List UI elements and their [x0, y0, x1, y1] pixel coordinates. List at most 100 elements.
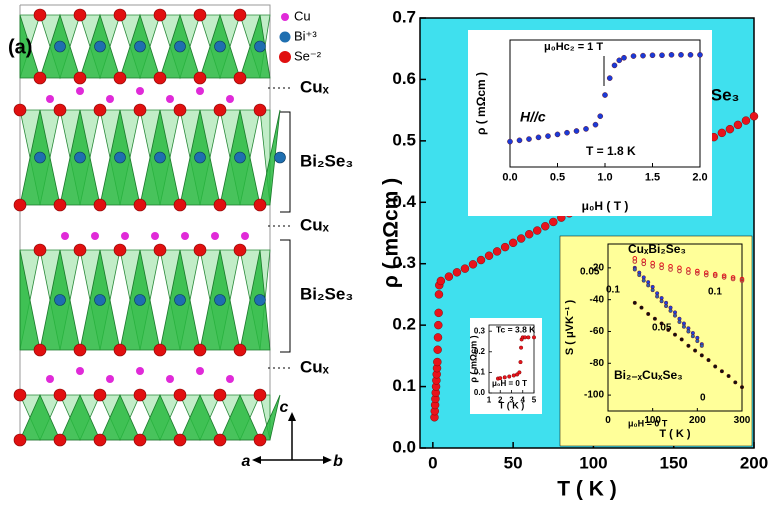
data-point: [507, 375, 511, 379]
se-atom: [174, 104, 186, 116]
x-tick-label: 0: [428, 454, 437, 473]
data-point: [750, 112, 758, 120]
data-point: [700, 354, 704, 358]
data-point: [434, 321, 442, 329]
data-point: [707, 358, 711, 362]
se-atom: [34, 344, 46, 356]
se-atom: [54, 199, 66, 211]
x-axis-label: T ( K ): [659, 428, 690, 440]
data-point: [435, 290, 443, 298]
se-atom: [174, 199, 186, 211]
se-atom: [214, 104, 226, 116]
se-atom: [94, 434, 106, 446]
data-point: [541, 222, 549, 230]
bi-atom: [155, 152, 166, 163]
bi-atom: [195, 152, 206, 163]
bi-atom: [215, 41, 226, 52]
se-atom: [214, 434, 226, 446]
y-tick-label: -40: [590, 294, 605, 305]
data-point: [435, 309, 443, 317]
data-point: [433, 358, 441, 366]
cu-atom: [76, 87, 84, 95]
series-label: 0.1: [708, 287, 722, 298]
cu-atom: [61, 232, 69, 240]
x-tick-label: 200: [689, 415, 706, 426]
data-point: [688, 52, 693, 57]
data-point: [734, 381, 738, 385]
data-point: [642, 279, 646, 283]
data-point: [631, 53, 636, 58]
x-tick-label: 2.0: [692, 171, 707, 183]
se-atom: [114, 244, 126, 256]
data-point: [680, 338, 684, 342]
se-atom: [94, 389, 106, 401]
data-point: [509, 239, 517, 247]
y-tick-label: 0.0: [474, 388, 486, 397]
cu-atom: [46, 375, 54, 383]
data-point: [653, 317, 657, 321]
x-tick-label: 1.0: [597, 171, 612, 183]
data-point: [607, 76, 612, 81]
se-atom: [134, 434, 146, 446]
se-atom: [54, 389, 66, 401]
y-tick-label: 0.0: [392, 437, 416, 456]
x-tick-label: 0.0: [502, 171, 517, 183]
data-point: [518, 371, 522, 375]
data-point: [633, 268, 637, 272]
y-tick-label: 0.7: [392, 7, 416, 26]
legend-marker: [279, 51, 291, 63]
se-atom: [14, 389, 26, 401]
data-point: [669, 52, 674, 57]
data-point: [734, 121, 742, 129]
bi-atom: [255, 295, 266, 306]
y-tick-label: 0.3: [474, 326, 486, 335]
se-atom: [94, 104, 106, 116]
bi-atom: [95, 41, 106, 52]
data-point: [697, 52, 702, 57]
data-point: [485, 252, 493, 260]
layer-label: Bi₂Se₃: [300, 151, 353, 170]
data-point: [740, 385, 744, 389]
se-atom: [134, 389, 146, 401]
cu-atom: [166, 375, 174, 383]
bi-atom: [215, 295, 226, 306]
data-point: [713, 365, 717, 369]
data-point: [678, 320, 682, 324]
layer-label: Cuₓ: [300, 77, 330, 96]
cu-atom: [46, 95, 54, 103]
se-atom: [34, 9, 46, 21]
data-point: [527, 336, 531, 340]
data-point: [720, 369, 724, 373]
cu-atom: [151, 232, 159, 240]
data-point: [477, 256, 485, 264]
legend-label: Se⁻²: [294, 48, 322, 63]
x-tick-label: 300: [734, 415, 751, 426]
cu-atom: [211, 232, 219, 240]
bi-atom: [175, 41, 186, 52]
data-point: [598, 114, 603, 119]
cu-atom: [181, 232, 189, 240]
data-point: [727, 374, 731, 378]
data-point: [646, 284, 650, 288]
data-point: [696, 339, 700, 343]
series-label: 0.05: [580, 267, 600, 278]
data-point: [651, 288, 655, 292]
cu-atom: [106, 375, 114, 383]
data-point: [525, 230, 533, 238]
se-atom: [194, 9, 206, 21]
se-atom: [114, 344, 126, 356]
inset-background: [468, 30, 712, 216]
x-tick-label: 200: [740, 454, 768, 473]
x-tick-label: 50: [504, 454, 523, 473]
se-atom: [134, 104, 146, 116]
y-tick-label: 0.1: [392, 376, 416, 395]
y-axis-label: S ( μVK⁻¹ ): [564, 300, 576, 356]
bi-atom: [55, 41, 66, 52]
layer-label: Cuₓ: [300, 357, 330, 376]
data-point: [673, 333, 677, 337]
cu-atom: [136, 87, 144, 95]
layer-label: Cuₓ: [300, 215, 330, 234]
data-point: [612, 63, 617, 68]
se-atom: [254, 434, 266, 446]
se-atom: [54, 104, 66, 116]
